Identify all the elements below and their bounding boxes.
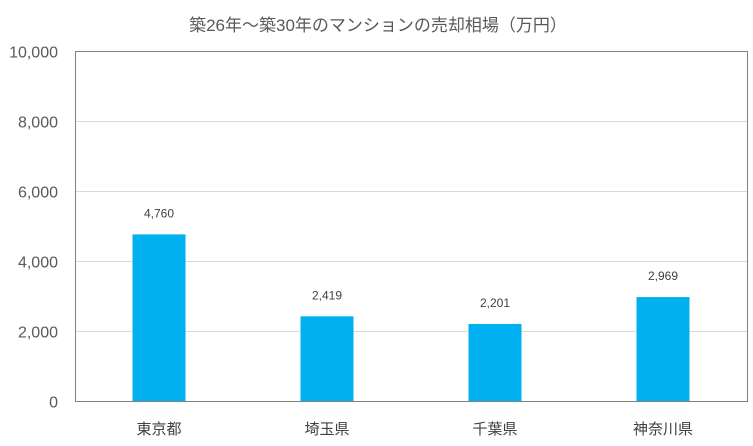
gridlines — [75, 121, 747, 332]
data-label: 2,419 — [312, 288, 342, 302]
bar — [636, 297, 690, 401]
plot-area-border — [75, 51, 748, 402]
chart-title: 築26年～築30年のマンションの売却相場（万円） — [189, 16, 567, 35]
data-label: 4,760 — [144, 206, 174, 220]
bars — [132, 234, 690, 401]
y-tick-label: 10,000 — [9, 45, 58, 62]
y-axis-ticks: 0 2,000 4,000 6,000 8,000 10,000 — [9, 45, 58, 412]
y-tick-label: 8,000 — [18, 115, 58, 132]
y-tick-label: 6,000 — [18, 185, 58, 202]
x-axis-ticks: 東京都 埼玉県 千葉県 神奈川県 — [136, 421, 693, 438]
x-tick-label: 東京都 — [136, 421, 181, 438]
data-label: 2,969 — [648, 269, 678, 283]
y-tick-label: 4,000 — [18, 255, 58, 272]
data-label: 2,201 — [480, 296, 510, 310]
x-tick-label: 埼玉県 — [304, 421, 349, 438]
x-tick-label: 神奈川県 — [633, 421, 693, 438]
y-tick-label: 2,000 — [18, 325, 58, 342]
data-labels: 4,760 2,419 2,201 2,969 — [144, 206, 678, 310]
bar — [132, 234, 186, 401]
y-tick-label: 0 — [49, 395, 58, 412]
x-tick-label: 千葉県 — [472, 421, 517, 438]
bar — [468, 323, 522, 401]
bar — [300, 316, 354, 401]
